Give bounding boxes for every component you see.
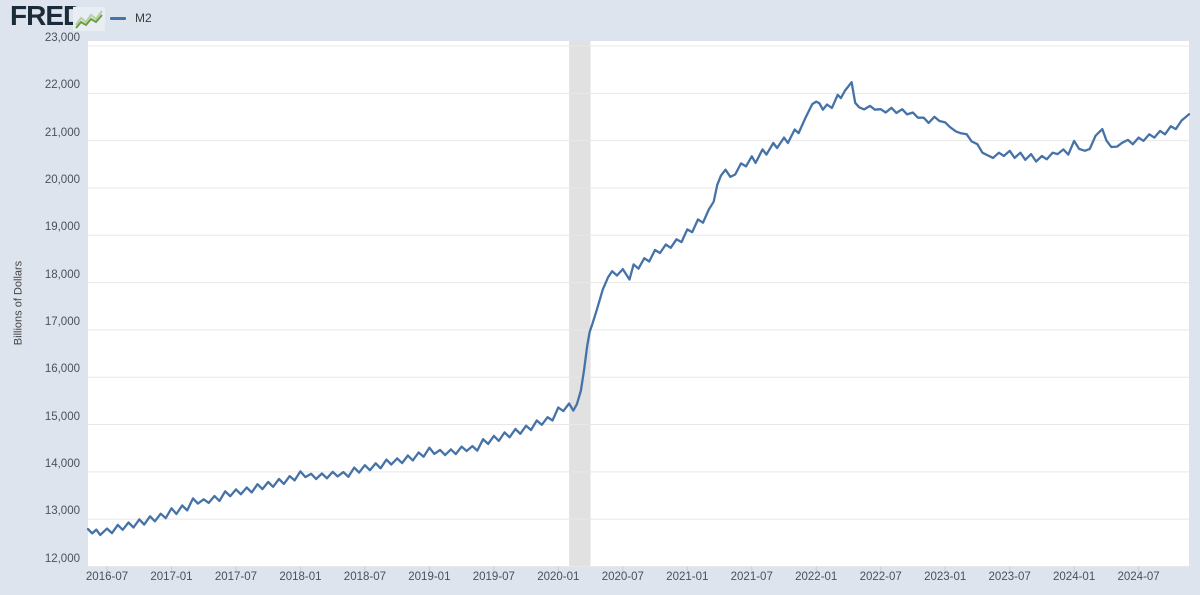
y-axis-tick-label: 13,000 bbox=[44, 505, 80, 518]
fred-logo-text: FRED bbox=[10, 0, 83, 31]
x-axis-tick-label: 2021-07 bbox=[730, 571, 773, 583]
x-axis-tick-label: 2021-01 bbox=[666, 571, 709, 583]
x-axis-tick-label: 2019-01 bbox=[408, 571, 451, 583]
fred-logo[interactable]: FRED® bbox=[10, 0, 105, 31]
x-axis-tick-label: 2016-07 bbox=[85, 571, 129, 583]
y-axis-tick-label: 12,000 bbox=[44, 552, 80, 565]
y-axis-tick-label: 19,000 bbox=[44, 221, 80, 234]
x-axis-tick-label: 2024-01 bbox=[1053, 571, 1096, 583]
x-axis-tick-label: 2023-07 bbox=[988, 571, 1031, 583]
x-axis-tick-label: 2017-07 bbox=[214, 571, 258, 583]
x-axis-tick-label: 2018-07 bbox=[343, 571, 387, 583]
y-axis-tick-label: 16,000 bbox=[44, 363, 80, 376]
y-axis-tick-label: 20,000 bbox=[44, 173, 80, 186]
plot-area[interactable] bbox=[88, 41, 1189, 567]
x-axis-tick-label: 2020-07 bbox=[601, 571, 644, 583]
x-axis-tick-label: 2024-07 bbox=[1117, 571, 1160, 583]
x-axis-tick-label: 2023-01 bbox=[924, 571, 967, 583]
y-axis-tick-label: 23,000 bbox=[44, 32, 80, 44]
fred-logo-chart-icon bbox=[73, 7, 105, 31]
x-axis-tick-label: 2022-07 bbox=[859, 571, 902, 583]
y-axis-tick-label: 15,000 bbox=[44, 410, 80, 423]
x-axis-tick-label: 2018-01 bbox=[279, 571, 322, 583]
y-axis-tick-label: 22,000 bbox=[44, 79, 80, 92]
y-axis-tick-label: 21,000 bbox=[44, 126, 80, 139]
chart-legend[interactable]: M2 bbox=[110, 10, 152, 26]
y-axis-tick-label: 18,000 bbox=[44, 268, 80, 281]
y-axis-tick-label: 14,000 bbox=[44, 457, 80, 470]
x-axis-tick-label: 2022-01 bbox=[795, 571, 838, 583]
x-axis-tick-label: 2020-01 bbox=[537, 571, 580, 583]
legend-line-swatch bbox=[110, 16, 126, 20]
m2-series-line[interactable] bbox=[86, 81, 1191, 537]
legend-series-label: M2 bbox=[135, 11, 152, 25]
x-axis-tick-label: 2019-07 bbox=[472, 571, 515, 583]
recession-band bbox=[569, 41, 591, 567]
x-axis-tick-label: 2017-01 bbox=[150, 571, 193, 583]
y-axis-tick-label: 17,000 bbox=[44, 315, 80, 328]
